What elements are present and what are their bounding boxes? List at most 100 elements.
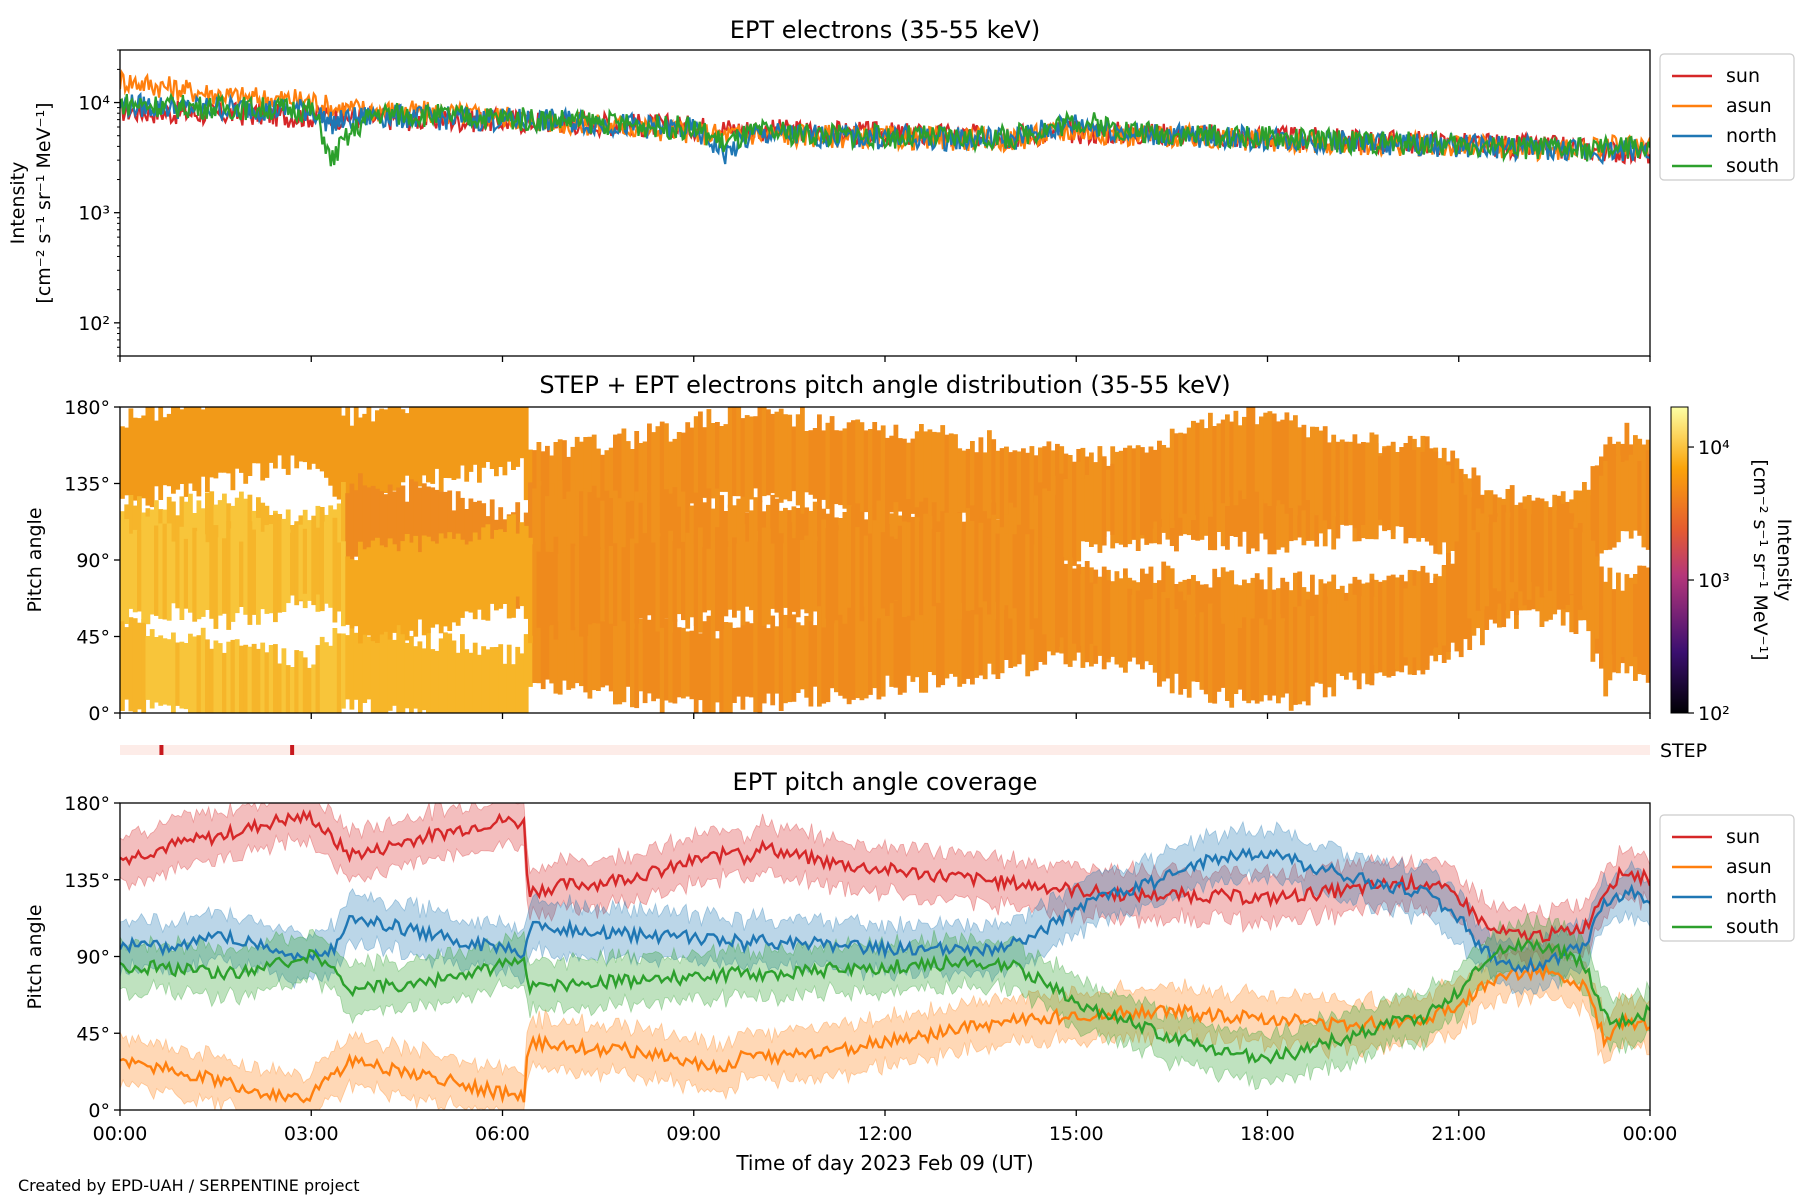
- heatmap-cell-sun: [264, 407, 270, 478]
- heatmap-cell-asun: [995, 575, 1001, 679]
- heatmap-cell-north: [1641, 451, 1647, 548]
- heatmap-cell-asun: [596, 612, 601, 691]
- heatmap-cell-sun: [404, 413, 410, 476]
- heatmap-cell-asun: [502, 663, 508, 713]
- heatmap-cell-south: [515, 533, 521, 597]
- heatmap-cell-sun: [451, 407, 457, 480]
- heatmap-cell-asun: [128, 617, 134, 712]
- heatmap-cell-south: [778, 533, 784, 619]
- heatmap-cell-south: [268, 524, 274, 614]
- heatmap-cell-north: [1212, 426, 1218, 502]
- heatmap-cell-south: [1174, 609, 1179, 674]
- heatmap-cell-south: [1373, 596, 1379, 665]
- heatmap-cell-asun: [757, 608, 763, 713]
- heatmap-cell-asun: [685, 631, 691, 697]
- heatmap-cell-south: [1063, 563, 1069, 637]
- heatmap-cell-south: [1084, 561, 1090, 663]
- heatmap-cell-south: [230, 528, 236, 622]
- coverage-band-sun: [120, 803, 1650, 970]
- heatmap-cell-sun: [732, 407, 737, 497]
- heatmap-cell-asun: [604, 618, 610, 686]
- heatmap-cell-south: [702, 547, 708, 613]
- heatmap-cell-sun: [179, 409, 185, 484]
- heatmap-cell-south: [481, 527, 487, 620]
- heatmap-cell-asun: [141, 619, 147, 713]
- heatmap-cell-north: [1097, 454, 1103, 553]
- heatmap-cell-south: [485, 524, 491, 621]
- heatmap-cell-asun: [281, 648, 287, 713]
- coverage-line-south: [120, 936, 1650, 1065]
- heatmap-cell-south: [753, 531, 759, 622]
- heatmap-cell-asun: [358, 616, 363, 713]
- panel3-frame: [119, 802, 1651, 1111]
- heatmap-cell-south: [540, 541, 546, 638]
- heatmap-cell-south: [1250, 618, 1256, 701]
- heatmap-cell-north: [1305, 437, 1311, 501]
- heatmap-cell-south: [1025, 534, 1031, 621]
- heatmap-cell-south: [1560, 503, 1566, 610]
- heatmap-cell-asun: [647, 619, 652, 694]
- heatmap-cell-south: [1552, 505, 1558, 598]
- heatmap-cell-asun: [761, 619, 767, 704]
- heatmap-cell-asun: [179, 641, 185, 709]
- heatmap-cell-south: [1161, 592, 1167, 682]
- x-tick-label: 00:00: [93, 1123, 148, 1145]
- heatmap-cell-south: [1611, 589, 1617, 655]
- heatmap-cell-asun: [825, 606, 831, 703]
- heatmap-cell-south: [1237, 628, 1243, 690]
- heatmap-cell-sun: [1055, 443, 1060, 540]
- heatmap-cell-sun: [447, 407, 453, 479]
- heatmap-cell-north: [1590, 495, 1596, 571]
- heatmap-cell-south: [120, 522, 125, 622]
- heatmap-cell-sun: [872, 422, 878, 523]
- heatmap-cell-south: [349, 559, 355, 629]
- heatmap-cell-asun: [587, 603, 593, 699]
- heatmap-cell-sun: [893, 424, 899, 525]
- heatmap-cell-north: [1063, 478, 1069, 561]
- heatmap-cell-south: [1607, 567, 1613, 674]
- heatmap-cell-south: [430, 541, 436, 628]
- heatmap-cell-north: [1310, 426, 1315, 514]
- heatmap-cell-south: [137, 530, 142, 612]
- heatmap-cell-north: [1458, 482, 1464, 569]
- heatmap-cell-asun: [183, 643, 189, 710]
- heatmap-cell-asun: [804, 615, 810, 698]
- heatmap-cell-south: [1641, 565, 1647, 669]
- heatmap-cell-asun: [872, 605, 878, 689]
- heatmap-cell-north: [1348, 441, 1354, 519]
- heatmap-cell-sun: [902, 438, 907, 513]
- heatmap-cell-sun: [651, 432, 656, 521]
- heatmap-cell-sun: [770, 413, 776, 494]
- heatmap-cell-asun: [927, 603, 933, 672]
- heatmap-cell-sun: [923, 431, 929, 524]
- heatmap-cell-north: [1327, 442, 1332, 507]
- heatmap-cell-south: [698, 527, 703, 633]
- heatmap-cell-south: [723, 541, 729, 617]
- legend-label-asun: asun: [1726, 856, 1772, 878]
- heatmap-cell-south: [855, 527, 861, 617]
- heatmap-cell-south: [982, 530, 988, 602]
- heatmap-cell-south: [1509, 517, 1515, 583]
- heatmap-cell-asun: [366, 636, 372, 700]
- heatmap-cell-north: [1352, 434, 1358, 529]
- heatmap-cell-asun: [1012, 582, 1018, 667]
- heatmap-cell-asun: [642, 608, 648, 704]
- heatmap-cell-sun: [931, 431, 937, 526]
- heatmap-cell-south: [1526, 495, 1532, 600]
- heatmap-cell-south: [1021, 536, 1026, 615]
- heatmap-cell-south: [1412, 585, 1417, 658]
- heatmap-cell-asun: [222, 652, 227, 713]
- heatmap-cell-north: [345, 493, 351, 560]
- heatmap-cell-north: [625, 501, 631, 574]
- heatmap-cell-sun: [294, 407, 300, 469]
- heatmap-cell-south: [613, 543, 618, 626]
- heatmap-cell-sun: [761, 407, 767, 497]
- heatmap-cell-south: [1263, 625, 1269, 696]
- heatmap-cell-asun: [1021, 592, 1026, 655]
- heatmap-cell-sun: [158, 407, 164, 500]
- heatmap-cell-asun: [302, 657, 308, 713]
- heatmap-cell-sun: [719, 426, 725, 492]
- heatmap-cell-north: [1382, 448, 1388, 531]
- heatmap-cell-south: [519, 522, 525, 607]
- heatmap-cell-north: [689, 505, 695, 577]
